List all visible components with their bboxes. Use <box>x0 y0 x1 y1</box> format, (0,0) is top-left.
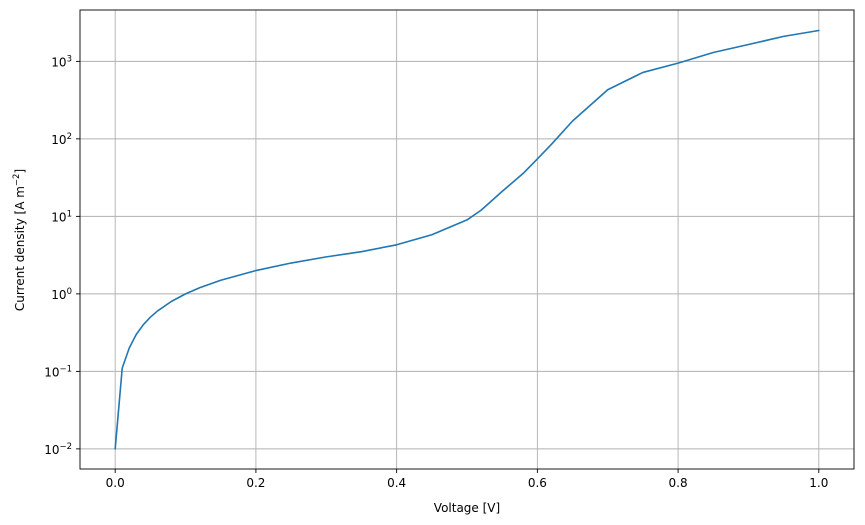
y-tick-label-3: 101 <box>51 209 72 224</box>
y-axis-ticks: 10−2 10−1 100 101 102 103 <box>44 54 80 457</box>
x-tick-label-1: 0.2 <box>246 476 265 490</box>
x-tick-label-2: 0.4 <box>387 476 406 490</box>
series-line-0 <box>114 29 820 450</box>
y-tick-label-4: 102 <box>51 132 72 147</box>
y-tick-label-0: 10−2 <box>44 442 72 457</box>
series-layer <box>114 29 820 450</box>
plot-frame <box>79 9 855 470</box>
x-tick-label-0: 0.0 <box>106 476 125 490</box>
y-tick-label-5: 103 <box>51 54 72 69</box>
y-tick-label-2: 100 <box>51 287 72 302</box>
x-axis-label: Voltage [V] <box>434 501 500 515</box>
x-tick-label-3: 0.6 <box>528 476 547 490</box>
y-axis-label: Current density [A m−2] <box>12 169 27 311</box>
x-tick-label-4: 0.8 <box>669 476 688 490</box>
y-tick-label-1: 10−1 <box>44 364 72 379</box>
x-tick-label-5: 1.0 <box>809 476 828 490</box>
grid <box>80 10 854 469</box>
x-axis-ticks: 0.0 0.2 0.4 0.6 0.8 1.0 <box>106 469 828 490</box>
y-axis-label-exponent: −2 <box>12 174 22 187</box>
